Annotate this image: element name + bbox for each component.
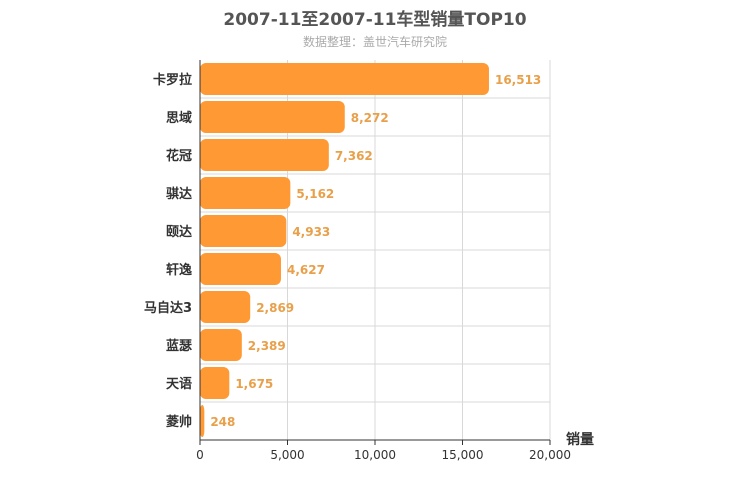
bar-5 [200, 215, 287, 247]
chart-title: 2007-11至2007-11车型销量TOP10 [223, 10, 527, 30]
bar-layer: 16,513 8,272 7,362 5,162 4,933 4,627 2,869 2,38… [200, 63, 541, 437]
value-label: 248 [210, 415, 235, 429]
category-label: 马自达3 [144, 300, 192, 316]
bar-8 [200, 329, 242, 361]
category-label: 骐达 [166, 186, 192, 202]
bar-7 [200, 291, 251, 323]
chart-subtitle: 数据整理：盖世汽车研究院 [302, 35, 447, 49]
bar-10 [200, 405, 205, 437]
category-label: 菱帅 [166, 414, 192, 430]
value-label: 2,869 [256, 301, 294, 315]
value-label: 4,933 [292, 225, 330, 239]
value-label: 16,513 [495, 73, 541, 87]
value-label: 1,675 [235, 377, 273, 391]
x-axis-title: 销量 [566, 431, 594, 448]
bar-4 [200, 177, 291, 209]
x-tick-label: 0 [196, 448, 204, 462]
category-label: 轩逸 [166, 262, 192, 278]
value-label: 7,362 [335, 149, 373, 163]
category-label: 天语 [166, 377, 192, 392]
x-tick-label: 10,000 [354, 448, 396, 462]
value-label: 8,272 [351, 111, 389, 125]
category-label: 卡罗拉 [153, 72, 192, 88]
x-tick-label: 5,000 [270, 448, 304, 462]
category-label: 思域 [166, 110, 192, 126]
value-label: 2,389 [248, 339, 286, 353]
bar-6 [200, 253, 281, 285]
category-label: 花冠 [166, 148, 192, 164]
value-label: 5,162 [296, 187, 334, 201]
bar-9 [200, 367, 230, 399]
category-label: 蓝瑟 [166, 338, 192, 354]
bar-2 [200, 101, 345, 133]
value-label: 4,627 [287, 263, 325, 277]
bar-3 [200, 139, 329, 171]
category-label: 颐达 [166, 224, 192, 240]
bar-1 [200, 63, 489, 95]
x-tick-label: 15,000 [442, 448, 484, 462]
x-tick-label: 20,000 [529, 448, 571, 462]
